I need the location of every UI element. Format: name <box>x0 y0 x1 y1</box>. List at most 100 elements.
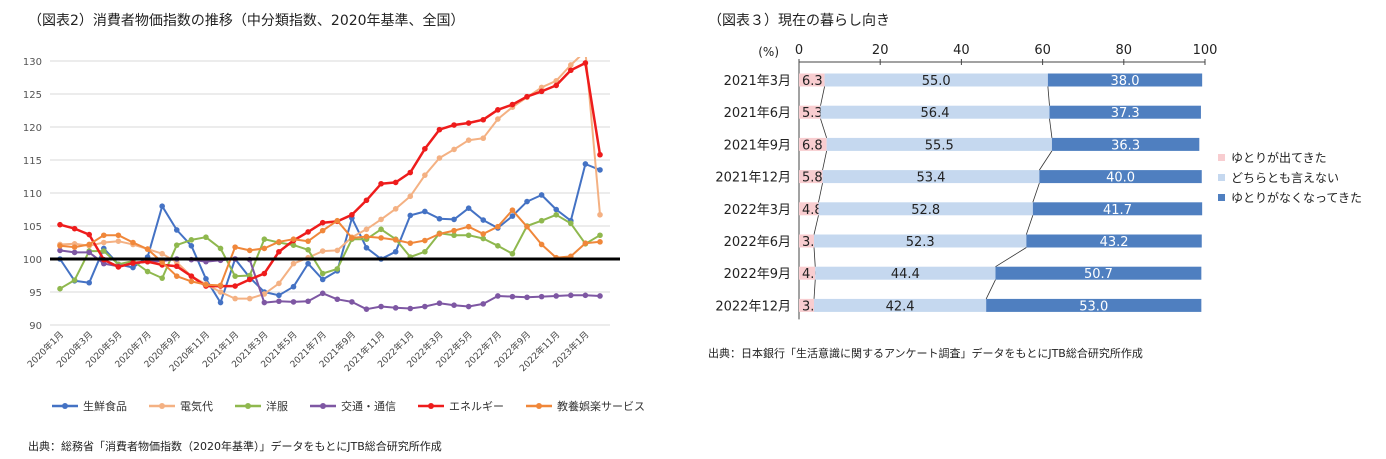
data-point-エネルギー <box>495 107 501 113</box>
data-point-洋服 <box>568 220 574 227</box>
data-point-電気代 <box>465 137 472 143</box>
data-point-生鮮食品 <box>392 248 399 255</box>
y-tick-label: 115 <box>23 156 42 167</box>
data-point-洋服 <box>509 250 516 257</box>
data-point-エネルギー <box>305 229 311 235</box>
data-label: 55.0 <box>922 74 951 89</box>
data-point-生鮮食品 <box>305 260 311 267</box>
data-point-交通・通信 <box>349 299 355 305</box>
series-connector-line <box>1032 182 1040 203</box>
data-point-交通・通信 <box>363 306 370 312</box>
data-point-交通・通信 <box>553 293 560 299</box>
legend-label: 電気代 <box>180 399 213 413</box>
left-chart-title: （図表2）消費者物価指数の推移（中分類指数、2020年基準、全国） <box>28 13 465 29</box>
data-point-生鮮食品 <box>509 213 516 219</box>
series-connector-line <box>813 215 819 235</box>
legend-swatch <box>1218 154 1225 161</box>
unit-label: (%) <box>758 45 779 59</box>
y-tick-label: 110 <box>23 189 42 200</box>
legend-label: 洋服 <box>266 399 288 413</box>
data-point-教養娯楽サービス <box>495 223 501 230</box>
data-point-洋服 <box>290 242 297 248</box>
data-label: 5.3 <box>802 106 823 121</box>
data-point-教養娯楽サービス <box>509 207 516 213</box>
data-point-生鮮食品 <box>203 276 209 282</box>
legend-label: 教養娯楽サービス <box>557 399 645 413</box>
data-point-教養娯楽サービス <box>130 239 136 246</box>
data-label: 37.3 <box>1111 106 1140 121</box>
data-point-エネルギー <box>538 88 545 95</box>
series-line-エネルギー <box>59 61 602 288</box>
living-conditions-bar-chart: (%) 0 20 40 60 80 100 2021年3月 6.3 55.0 38.0 2021年6月… <box>715 43 1362 320</box>
bar-segment-ゆとりが出てきた <box>799 105 821 119</box>
bar-segment-ゆとりが出てきた <box>799 170 823 184</box>
data-point-洋服 <box>232 273 238 279</box>
data-point-電気代 <box>480 135 487 142</box>
data-point-洋服 <box>538 217 545 224</box>
data-point-教養娯楽サービス <box>378 235 384 241</box>
data-point-洋服 <box>203 234 209 241</box>
data-point-洋服 <box>144 268 151 275</box>
bar-segment-ゆとりがなくなってきた <box>1051 137 1200 151</box>
data-point-電気代 <box>436 155 443 161</box>
data-label: 53.4 <box>916 171 945 186</box>
data-point-教養娯楽サービス <box>159 259 165 266</box>
data-point-電気代 <box>232 295 238 302</box>
data-point-生鮮食品 <box>290 283 297 290</box>
category-label: 2021年12月 <box>715 171 791 186</box>
data-point-エネルギー <box>480 116 487 123</box>
data-point-交通・通信 <box>100 260 107 267</box>
data-point-洋服 <box>188 237 195 243</box>
data-point-生鮮食品 <box>422 208 428 215</box>
data-point-教養娯楽サービス <box>276 239 282 245</box>
category-label: 2022年3月 <box>724 203 791 218</box>
data-point-教養娯楽サービス <box>246 247 253 254</box>
data-point-生鮮食品 <box>451 216 457 223</box>
data-point-電気代 <box>217 289 224 295</box>
bar-segment-ゆとりがなくなってきた <box>1039 170 1202 184</box>
bar-segment-ゆとりがなくなってきた <box>1026 234 1202 248</box>
data-point-生鮮食品 <box>480 217 487 223</box>
data-point-エネルギー <box>71 225 78 232</box>
data-point-電気代 <box>538 84 545 91</box>
data-point-エネルギー <box>436 126 443 133</box>
data-point-生鮮食品 <box>465 205 472 211</box>
legend-label: どちらとも言えない <box>1231 171 1339 185</box>
data-point-電気代 <box>378 216 384 223</box>
data-point-教養娯楽サービス <box>232 244 238 250</box>
data-point-生鮮食品 <box>130 264 136 271</box>
data-point-交通・通信 <box>436 300 443 307</box>
right-chart-title: （図表３）現在の暮らし向き <box>708 13 890 29</box>
data-point-生鮮食品 <box>553 206 560 213</box>
data-point-生鮮食品 <box>217 299 224 306</box>
data-label: 52.8 <box>911 203 940 218</box>
data-point-洋服 <box>319 270 326 277</box>
bar-segment-ゆとりが出てきた <box>799 202 819 216</box>
data-point-電気代 <box>363 226 370 233</box>
data-point-教養娯楽サービス <box>465 223 472 230</box>
category-label: 2022年12月 <box>715 299 791 314</box>
data-point-交通・通信 <box>495 293 501 299</box>
data-point-交通・通信 <box>71 249 78 256</box>
data-point-洋服 <box>217 245 224 252</box>
bar-segment-ゆとりがなくなってきた <box>1049 105 1201 119</box>
legend-label: 交通・通信 <box>341 399 396 413</box>
data-point-電気代 <box>451 146 457 153</box>
data-point-教養娯楽サービス <box>597 239 603 245</box>
data-point-交通・通信 <box>509 293 516 300</box>
data-point-教養娯楽サービス <box>100 232 107 239</box>
data-point-電気代 <box>334 247 341 254</box>
data-label: 44.4 <box>891 267 920 282</box>
bar-segment-ゆとりが出てきた <box>799 234 815 248</box>
x-tick-label: 40 <box>953 43 970 58</box>
data-point-エネルギー <box>407 169 414 176</box>
data-point-電気代 <box>100 239 107 246</box>
data-point-洋服 <box>465 232 472 239</box>
data-point-エネルギー <box>173 263 180 270</box>
data-point-教養娯楽サービス <box>524 223 530 230</box>
data-point-エネルギー <box>246 276 253 283</box>
bar-segment-ゆとりがなくなってきた <box>1032 202 1203 216</box>
data-point-洋服 <box>553 211 560 218</box>
bar-segment-ゆとりがなくなってきた <box>986 298 1202 312</box>
data-label: 42.4 <box>886 299 915 314</box>
